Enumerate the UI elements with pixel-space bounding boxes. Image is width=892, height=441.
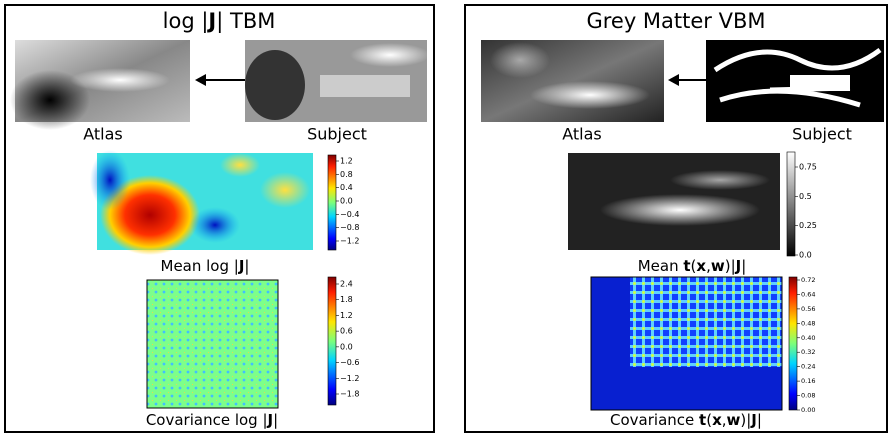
covariance-image xyxy=(591,277,782,410)
colorbar-tick-label: −1.8 xyxy=(340,390,359,399)
colorbar-tick-label: 0.32 xyxy=(801,348,815,356)
covariance-image xyxy=(147,280,278,408)
figure: log |J| TBMAtlasSubjectMean log |J|Covar… xyxy=(0,0,892,437)
colorbar-tick-label: 0.48 xyxy=(801,319,815,327)
colorbar-tick-label: 0.24 xyxy=(801,363,815,371)
colorbar-tick-label: 0.00 xyxy=(801,406,815,414)
colorbar-tick-label: 0.72 xyxy=(801,276,815,284)
text-run: | xyxy=(273,411,278,429)
text-run: Mean log | xyxy=(161,257,239,275)
atlas-image xyxy=(481,40,664,122)
subject-label: Subject xyxy=(792,125,852,144)
covariance-label: Covariance log |J| xyxy=(146,411,278,429)
colorbar-tick-label: 1.2 xyxy=(340,311,353,320)
colorbar-tick-label: 0.56 xyxy=(801,305,815,313)
colorbar-tick-label: 0.40 xyxy=(801,334,815,342)
colorbar xyxy=(787,152,795,256)
covariance-label: Covariance t(x,w)|J| xyxy=(610,411,762,429)
subject-image xyxy=(245,40,430,122)
colorbar-tick-label: −1.2 xyxy=(340,237,359,246)
text-run: t xyxy=(683,257,690,275)
colorbar xyxy=(328,155,336,250)
colorbar-tick-label: 0.0 xyxy=(799,251,812,260)
subject-image xyxy=(706,40,884,122)
subject-label: Subject xyxy=(307,125,367,144)
text-run: Covariance xyxy=(610,411,699,429)
colorbar-tick-label: 0.5 xyxy=(799,192,812,201)
colorbar-tick-label: 0.08 xyxy=(801,392,815,400)
panel-title: log |J| TBM xyxy=(163,9,276,34)
colorbar-tick-label: 2.4 xyxy=(340,280,353,289)
page: log |J| TBMAtlasSubjectMean log |J|Covar… xyxy=(0,0,892,441)
text-run: J xyxy=(206,9,216,33)
atlas-label: Atlas xyxy=(562,125,602,144)
colorbar-tick-label: 1.2 xyxy=(340,157,353,166)
text-run: Grey Matter VBM xyxy=(586,9,765,33)
text-run: J xyxy=(267,411,274,429)
text-run: w xyxy=(727,411,741,429)
text-run: J xyxy=(735,257,742,275)
colorbar-tick-label: 0.75 xyxy=(799,163,817,172)
colorbar-tick-label: 0.64 xyxy=(801,290,815,298)
mean-image xyxy=(90,150,313,255)
panel-title: Grey Matter VBM xyxy=(586,9,765,33)
colorbar-tick-label: 0.6 xyxy=(340,327,353,336)
text-run: | xyxy=(757,411,762,429)
text-run: | TBM xyxy=(216,9,275,34)
colorbar-tick-label: −0.8 xyxy=(340,223,359,232)
text-run: w xyxy=(711,257,725,275)
colorbar-tick-label: −1.2 xyxy=(340,374,359,383)
colorbar-tick-label: 1.8 xyxy=(340,295,353,304)
arrow xyxy=(668,74,706,86)
colorbar xyxy=(328,277,336,405)
atlas-label: Atlas xyxy=(83,125,123,144)
text-run: )| xyxy=(740,411,751,429)
text-run: Covariance log | xyxy=(146,411,268,429)
mean-image xyxy=(568,153,780,250)
text-run: t xyxy=(699,411,706,429)
text-run: log | xyxy=(163,9,209,34)
mean-label: Mean log |J| xyxy=(161,257,250,275)
colorbar-tick-label: 0.0 xyxy=(340,342,353,351)
colorbar-tick-label: 0.8 xyxy=(340,170,353,179)
colorbar-tick-label: 0.4 xyxy=(340,183,353,192)
mean-label: Mean t(x,w)|J| xyxy=(638,257,747,275)
text-run: x xyxy=(696,257,706,275)
arrow xyxy=(195,74,245,86)
text-run: | xyxy=(244,257,249,275)
text-run: x xyxy=(712,411,722,429)
colorbar-tick-label: 0.0 xyxy=(340,197,353,206)
text-run: Mean xyxy=(638,257,684,275)
colorbar-tick-label: −0.6 xyxy=(340,358,359,367)
atlas-image xyxy=(10,40,190,130)
text-run: )| xyxy=(725,257,736,275)
text-run: | xyxy=(741,257,746,275)
colorbar-tick-label: 0.16 xyxy=(801,377,815,385)
colorbar-tick-label: 0.25 xyxy=(799,221,817,230)
colorbar xyxy=(789,277,797,410)
colorbar-tick-label: −0.4 xyxy=(340,210,359,219)
